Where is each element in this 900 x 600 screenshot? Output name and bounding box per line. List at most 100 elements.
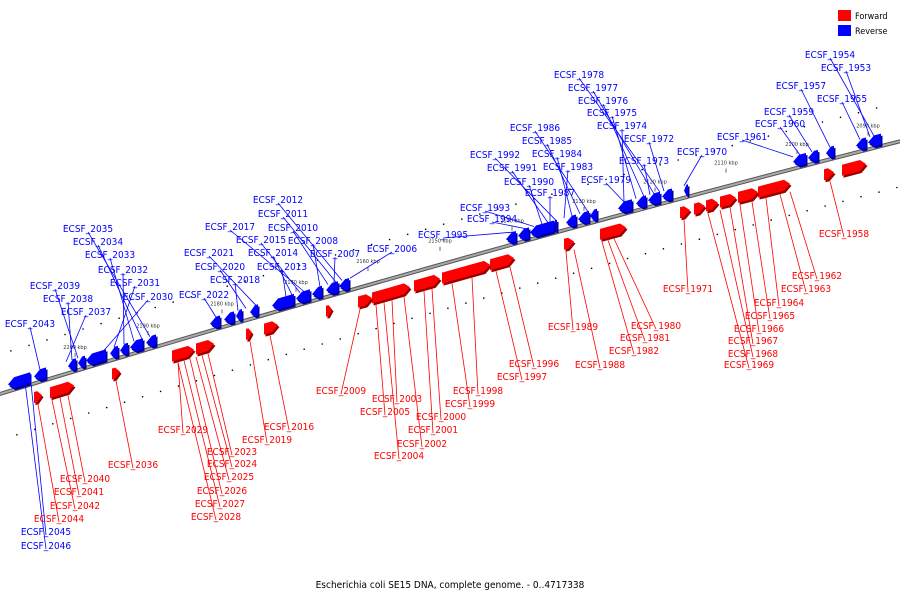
lower-dot-tick bbox=[860, 195, 862, 198]
upper-dot-tick bbox=[352, 248, 355, 251]
gene-label: ECSF_2000 bbox=[416, 412, 467, 423]
gene-label: ECSF_1989 bbox=[548, 322, 599, 333]
label-leader-line bbox=[471, 277, 479, 395]
gene-label: ECSF_1996 bbox=[509, 359, 560, 370]
label-leader-line bbox=[607, 240, 646, 342]
lower-dot-tick bbox=[896, 186, 898, 189]
gene-label: ECSF_2007 bbox=[310, 249, 360, 260]
gene-label: ECSF_1999 bbox=[445, 399, 496, 410]
gene-label: ECSF_2024 bbox=[207, 459, 258, 470]
gene-label: ECSF_1988 bbox=[575, 360, 626, 371]
reverse-gene-arrow bbox=[272, 293, 294, 310]
label-leader-line bbox=[765, 197, 780, 307]
forward-gene-arrow bbox=[414, 274, 440, 292]
lower-dot-tick bbox=[375, 327, 377, 330]
label-leader-line bbox=[65, 314, 87, 363]
upper-dot-tick bbox=[442, 223, 445, 225]
forward-gene-arrow bbox=[50, 381, 74, 399]
gene-label: ECSF_1987 bbox=[525, 188, 575, 199]
lower-dot-tick bbox=[429, 312, 431, 315]
axis-tick-label: 2130 kbp bbox=[572, 199, 596, 205]
reverse-gene-arrow bbox=[856, 137, 866, 150]
gene-label: ECSF_1971 bbox=[663, 284, 713, 295]
lower-dot-tick bbox=[806, 209, 808, 212]
label-leader-line bbox=[423, 291, 434, 434]
backbone-line bbox=[0, 140, 900, 395]
label-leader-line bbox=[451, 283, 471, 408]
lower-dot-tick bbox=[662, 248, 665, 250]
lower-dot-tick bbox=[842, 200, 844, 203]
gene-label: ECSF_2044 bbox=[34, 514, 85, 525]
label-leader-line bbox=[195, 356, 230, 481]
lower-dot-tick bbox=[339, 338, 342, 340]
forward-gene-arrow bbox=[720, 194, 736, 208]
gene-label: ECSF_1957 bbox=[776, 81, 826, 92]
gene-label: ECSF_2013 bbox=[257, 262, 307, 273]
label-leader-line bbox=[67, 395, 86, 483]
lower-dot-tick bbox=[69, 417, 72, 420]
label-leader-line bbox=[563, 169, 569, 219]
gene-label: ECSF_1990 bbox=[504, 177, 555, 188]
axis-tick-label: 2120 kbp bbox=[643, 180, 667, 186]
forward-gene-arrow bbox=[246, 328, 252, 340]
gene-label: ECSF_2039 bbox=[30, 281, 81, 292]
gene-label: ECSF_1995 bbox=[418, 230, 468, 241]
gene-label: ECSF_2016 bbox=[264, 422, 315, 433]
label-leader-line bbox=[375, 304, 386, 416]
legend-reverse-label: Reverse bbox=[855, 27, 888, 37]
gene-label: ECSF_2001 bbox=[408, 425, 458, 436]
upper-dot-tick bbox=[424, 228, 427, 231]
label-leader-line bbox=[260, 242, 301, 293]
label-leader-line bbox=[431, 288, 442, 421]
upper-dot-tick bbox=[406, 233, 409, 236]
reverse-gene-arrow bbox=[636, 195, 646, 208]
gene-label: ECSF_2038 bbox=[43, 294, 94, 305]
lower-dot-tick bbox=[447, 307, 449, 310]
reverse-gene-arrow bbox=[530, 220, 554, 237]
gene-label: ECSF_1977 bbox=[568, 83, 618, 94]
label-leader-line bbox=[37, 404, 60, 523]
forward-gene-arrow bbox=[600, 223, 626, 240]
label-leader-line bbox=[605, 182, 625, 203]
upper-dot-tick bbox=[370, 243, 373, 246]
lower-dot-tick bbox=[16, 434, 18, 436]
gene-label: ECSF_1978 bbox=[554, 70, 605, 81]
map-caption: Escherichia coli SE15 DNA, complete geno… bbox=[316, 580, 585, 591]
gene-label: ECSF_2014 bbox=[248, 248, 299, 259]
lower-dot-tick bbox=[303, 348, 306, 351]
gene-label: ECSF_1972 bbox=[624, 134, 674, 145]
forward-gene-arrow bbox=[264, 321, 278, 335]
label-leader-line bbox=[707, 213, 750, 369]
forward-gene-arrow bbox=[738, 188, 758, 203]
gene-label: ECSF_2020 bbox=[195, 262, 246, 273]
forward-gene-arrow bbox=[694, 202, 705, 215]
lower-dot-tick bbox=[572, 272, 575, 275]
label-leader-line bbox=[556, 156, 573, 217]
gene-label: ECSF_1966 bbox=[734, 324, 785, 335]
gene-label: ECSF_1958 bbox=[819, 229, 870, 240]
lower-dot-tick bbox=[483, 297, 485, 299]
upper-dot-tick bbox=[839, 116, 842, 119]
gene-label: ECSF_1973 bbox=[619, 156, 669, 167]
label-leader-line bbox=[113, 285, 136, 348]
upper-dot-tick bbox=[190, 296, 193, 298]
label-leader-line bbox=[383, 302, 400, 460]
reverse-gene-arrow bbox=[590, 208, 597, 221]
gene-label: ECSF_1974 bbox=[597, 121, 648, 132]
reverse-gene-arrow bbox=[578, 210, 589, 224]
label-leader-line bbox=[611, 115, 637, 199]
gene-label: ECSF_1976 bbox=[578, 96, 629, 107]
gene-label: ECSF_2009 bbox=[316, 386, 367, 397]
reverse-gene-arrow bbox=[793, 153, 806, 166]
gene-label: ECSF_2018 bbox=[210, 275, 261, 286]
label-leader-line bbox=[282, 216, 337, 283]
label-leader-line bbox=[829, 57, 875, 137]
gene-label: ECSF_1970 bbox=[677, 147, 728, 158]
lower-dot-tick bbox=[177, 385, 180, 387]
gene-label: ECSF_1993 bbox=[460, 203, 510, 214]
lower-dot-tick bbox=[770, 219, 772, 221]
label-leader-line bbox=[115, 380, 134, 469]
upper-dot-tick bbox=[82, 328, 84, 330]
label-leader-line bbox=[683, 154, 703, 186]
label-leader-line bbox=[495, 270, 523, 381]
